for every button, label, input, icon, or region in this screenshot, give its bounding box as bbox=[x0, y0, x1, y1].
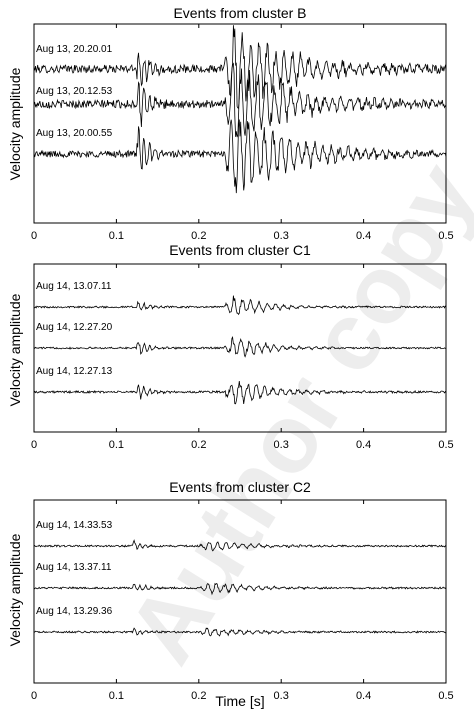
trace-label: Aug 14, 14.33.53 bbox=[36, 520, 113, 531]
trace-label: Aug 13, 20.20.01 bbox=[36, 44, 113, 55]
y-axis-label: Velocity amplitude bbox=[7, 67, 23, 180]
waveform-trace bbox=[33, 381, 447, 405]
waveform-trace bbox=[33, 539, 447, 552]
waveform-trace bbox=[33, 62, 447, 138]
x-tick-label: 0.2 bbox=[191, 230, 206, 242]
trace-label: Aug 14, 12.27.13 bbox=[36, 366, 113, 377]
trace-label: Aug 14, 13.29.36 bbox=[36, 606, 113, 617]
trace-label: Aug 14, 12.27.20 bbox=[36, 322, 113, 333]
x-tick-label: 0.1 bbox=[109, 230, 124, 242]
x-tick-label: 0.4 bbox=[356, 690, 371, 702]
waveform-trace bbox=[33, 25, 447, 109]
x-tick-label: 0.3 bbox=[274, 230, 289, 242]
trace-label: Aug 14, 13.37.11 bbox=[36, 562, 112, 573]
watermark: Author copy bbox=[107, 145, 474, 681]
panel-title: Events from cluster C2 bbox=[169, 479, 311, 495]
x-tick-label: 0.5 bbox=[438, 230, 453, 242]
waveform-trace bbox=[34, 295, 447, 316]
x-tick-label: 0.1 bbox=[109, 690, 124, 702]
waveform-trace bbox=[33, 582, 447, 596]
x-tick-label: 0.5 bbox=[438, 439, 453, 451]
x-tick-label: 0.3 bbox=[274, 690, 289, 702]
trace-label: Aug 13, 20.00.55 bbox=[36, 128, 113, 139]
chart-panel-2: Events from cluster C1 Velocity amplitude… bbox=[7, 242, 454, 451]
x-tick-label: 0.2 bbox=[191, 690, 206, 702]
panel-title: Events from cluster B bbox=[173, 5, 306, 21]
x-tick-label: 0 bbox=[31, 439, 37, 451]
waveform-trace bbox=[34, 627, 447, 637]
x-axis-label: Time [s] bbox=[215, 693, 264, 709]
x-tick-label: 0.2 bbox=[191, 439, 206, 451]
trace-label: Aug 14, 13.07.11 bbox=[36, 281, 112, 292]
waveform-trace bbox=[33, 335, 446, 358]
waveform-trace bbox=[33, 119, 447, 194]
axes-frame bbox=[33, 499, 447, 684]
y-axis-label: Velocity amplitude bbox=[7, 533, 23, 646]
x-tick-label: 0.4 bbox=[356, 230, 371, 242]
x-tick-label: 0.4 bbox=[356, 439, 371, 451]
x-tick-label: 0.3 bbox=[274, 439, 289, 451]
panel-title: Events from cluster C1 bbox=[169, 242, 311, 258]
x-tick-label: 0.1 bbox=[109, 439, 124, 451]
trace-label: Aug 13, 20.12.53 bbox=[36, 86, 113, 97]
y-axis-label: Velocity amplitude bbox=[7, 293, 23, 406]
x-tick-label: 0.5 bbox=[438, 690, 453, 702]
chart-panel-3: Events from cluster C2 Velocity amplitude… bbox=[7, 479, 454, 709]
chart-panel-1: Events from cluster B Velocity amplitude 0… bbox=[7, 5, 454, 242]
x-tick-label: 0 bbox=[31, 230, 37, 242]
x-tick-label: 0 bbox=[31, 690, 37, 702]
axes-frame bbox=[33, 23, 447, 224]
